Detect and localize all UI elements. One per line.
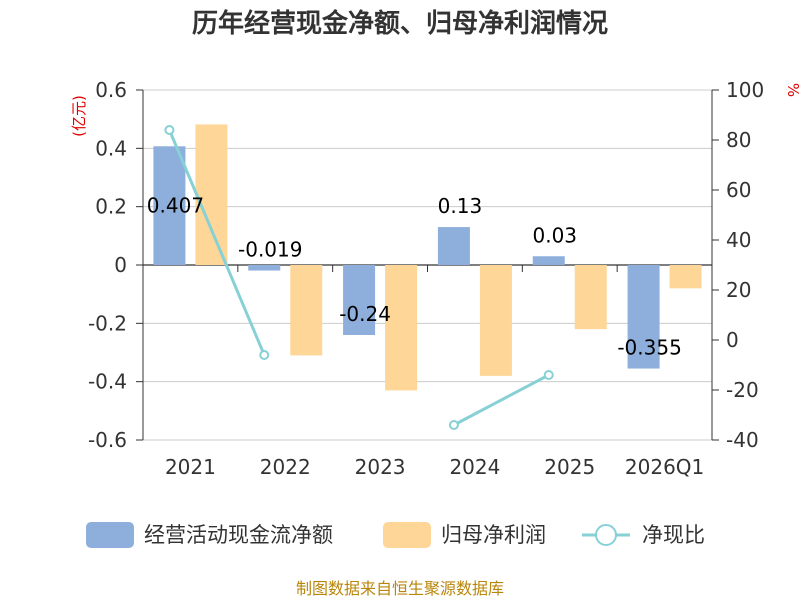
- right-tick-label-4: 20: [726, 278, 751, 302]
- bar-cashflow-1: [248, 265, 281, 271]
- ratio-segment-0: [168, 129, 266, 356]
- x-tick-label-5: 2026Q1: [625, 455, 704, 479]
- bar-netprofit-2: [385, 265, 418, 391]
- ratio-point-3: [448, 420, 459, 430]
- chart-title: 历年经营现金净额、归母净利润情况: [192, 8, 608, 39]
- left-axis-unit: (亿元): [70, 95, 88, 137]
- legend-label-ratio: 净现比: [642, 523, 705, 547]
- legend-label-netprofit: 归母净利润: [441, 523, 546, 547]
- x-tick-label-2: 2023: [355, 455, 406, 479]
- left-tick-label-3: 0: [114, 253, 127, 277]
- right-tick-label-6: -20: [726, 378, 759, 402]
- bar-cashflow-3: [437, 227, 470, 265]
- x-axis: 2021 2022 2023 2024 2025 2026Q1: [142, 265, 713, 479]
- left-tick-label-0: 0.6: [95, 78, 127, 102]
- ratio-line: [164, 125, 554, 430]
- bar-netprofit-3: [479, 265, 512, 376]
- legend-item-cashflow[interactable]: 经营活动现金流净额: [86, 522, 333, 548]
- legend-swatch-netprofit: [383, 522, 431, 548]
- legend-item-ratio[interactable]: 净现比: [582, 523, 705, 547]
- data-label-cashflow-0: 0.407: [147, 193, 204, 217]
- ratio-point-4: [543, 370, 554, 380]
- x-tick-label-4: 2025: [544, 455, 595, 479]
- ratio-point-1: [259, 350, 270, 360]
- x-tick-label-3: 2024: [449, 455, 500, 479]
- bar-netprofit-5: [669, 265, 702, 289]
- source-note: 制图数据来自恒生聚源数据库: [296, 579, 504, 598]
- bar-cashflow-2: [343, 265, 376, 335]
- data-labels: 0.407 -0.019 -0.24 0.13 0.03 -0.355: [147, 193, 682, 359]
- right-tick-label-3: 40: [726, 228, 751, 252]
- ratio-point-0: [164, 125, 175, 135]
- left-tick-label-2: 0.2: [95, 195, 127, 219]
- data-label-cashflow-3: 0.13: [438, 194, 483, 218]
- right-axis: 100 80 60 40 20 0 -20 -40: [711, 78, 764, 452]
- right-tick-label-2: 60: [726, 178, 751, 202]
- data-label-cashflow-4: 0.03: [532, 223, 577, 247]
- legend-label-cashflow: 经营活动现金流净额: [144, 523, 333, 547]
- bars: [153, 124, 702, 391]
- bar-cashflow-4: [532, 256, 565, 265]
- legend-swatch-cashflow: [86, 522, 134, 548]
- legend-marker-ratio: [595, 524, 617, 546]
- legend-item-netprofit[interactable]: 归母净利润: [383, 522, 546, 548]
- right-tick-label-7: -40: [726, 428, 759, 452]
- left-tick-label-6: -0.6: [88, 428, 127, 452]
- bar-netprofit-0: [195, 124, 228, 266]
- data-label-cashflow-5: -0.355: [617, 336, 681, 360]
- right-tick-label-1: 80: [726, 128, 751, 152]
- bar-netprofit-4: [574, 265, 607, 330]
- bar-cashflow-0: [153, 146, 186, 265]
- bar-cashflow-5: [627, 265, 660, 369]
- x-tick-label-0: 2021: [165, 455, 216, 479]
- left-tick-label-5: -0.4: [88, 370, 127, 394]
- legend: 经营活动现金流净额 归母净利润 净现比: [86, 522, 705, 548]
- ratio-segment-3: [453, 373, 550, 427]
- right-tick-label-0: 100: [726, 78, 764, 102]
- left-tick-label-4: -0.2: [88, 311, 127, 335]
- data-label-cashflow-2: -0.24: [339, 302, 391, 326]
- left-axis: 0.6 0.4 0.2 0 -0.2 -0.4 -0.6: [88, 78, 144, 452]
- right-tick-label-5: 0: [726, 328, 739, 352]
- bar-netprofit-1: [290, 265, 323, 356]
- right-axis-unit: %: [784, 83, 800, 97]
- left-tick-label-1: 0.4: [95, 136, 127, 160]
- data-label-cashflow-1: -0.019: [238, 238, 302, 262]
- x-tick-label-1: 2022: [260, 455, 311, 479]
